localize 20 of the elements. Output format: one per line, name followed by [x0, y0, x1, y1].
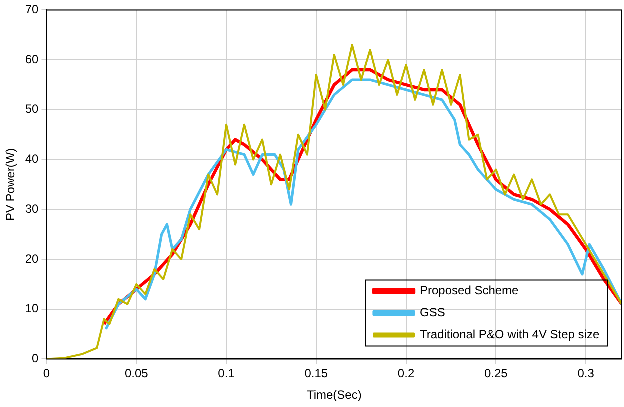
y-tick-label: 0	[32, 352, 40, 366]
x-tick-label: 0	[43, 366, 50, 381]
y-axis-title: PV Power(W)	[4, 148, 18, 222]
x-tick-label: 0.15	[304, 366, 328, 381]
y-tick-label: 60	[25, 52, 40, 66]
x-tick-label: 0.25	[484, 366, 508, 381]
legend-label: Proposed Scheme	[420, 284, 520, 298]
x-tick-label: 0.05	[124, 366, 149, 381]
x-tick-label: 0.1	[218, 366, 236, 381]
legend-label: GSS	[420, 306, 446, 320]
y-tick-label: 70	[25, 2, 40, 17]
y-tick-label: 20	[25, 252, 40, 266]
y-tick-label: 30	[25, 202, 40, 216]
y-tick-label: 40	[25, 152, 40, 166]
x-tick-label: 0.3	[578, 366, 595, 381]
x-tick-label: 0.2	[398, 366, 415, 381]
y-tick-label: 50	[25, 102, 40, 116]
x-axis-title: Time(Sec)	[306, 388, 362, 402]
y-tick-label: 10	[25, 302, 40, 316]
legend-label: Traditional P&O with 4V Step size	[420, 328, 600, 342]
